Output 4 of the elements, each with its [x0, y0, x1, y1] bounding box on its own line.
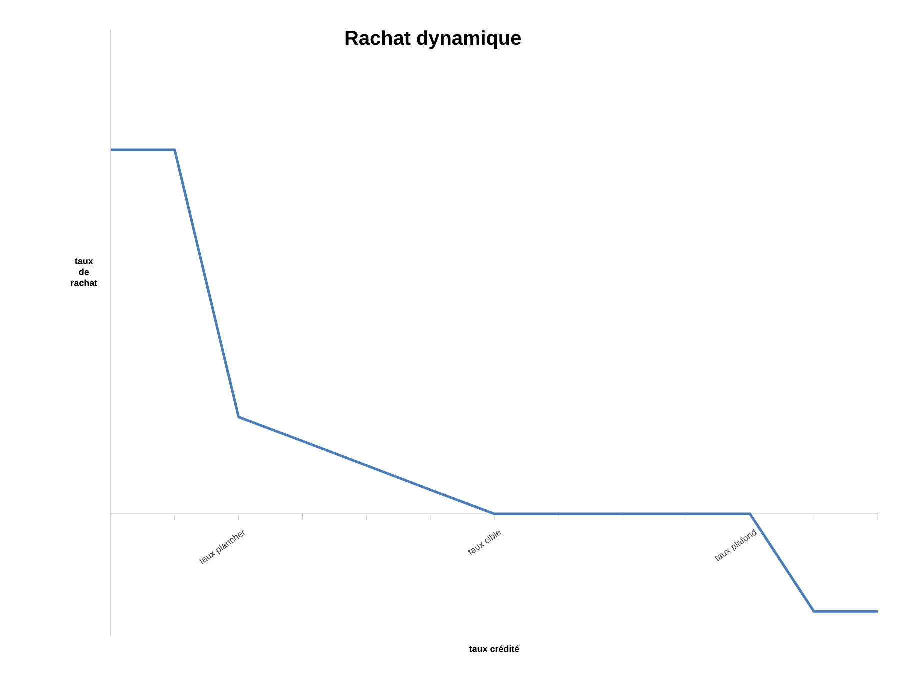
chart-title: Rachat dynamique	[346, 30, 522, 50]
x-tick-label: taux cible	[468, 530, 501, 555]
x-axis-title: taux crédité	[469, 646, 520, 652]
y-axis-title: taux de rachat	[71, 258, 98, 286]
